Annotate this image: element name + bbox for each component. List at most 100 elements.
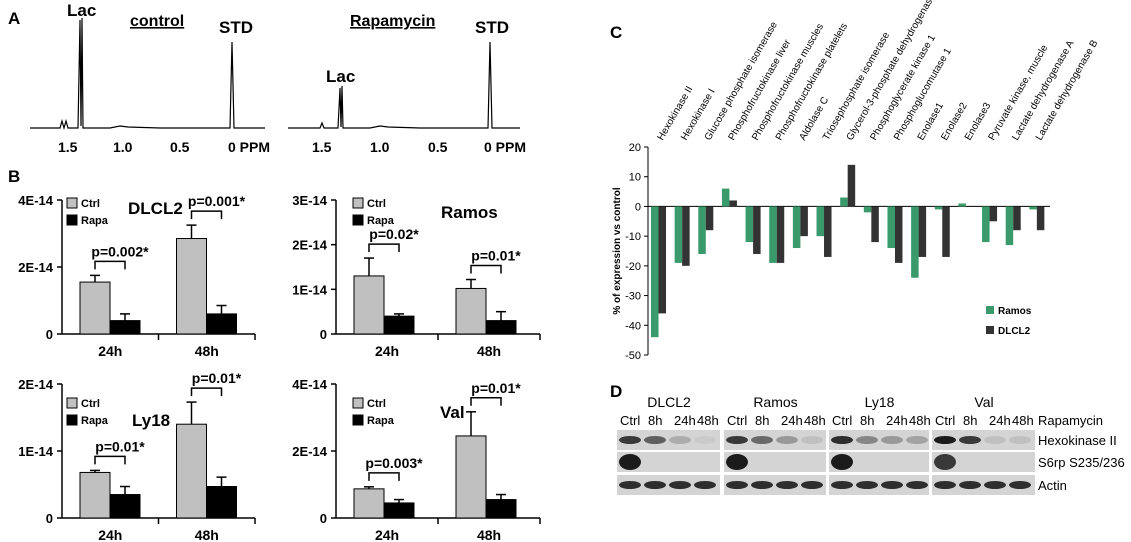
- western-treatment-label: Rapamycin: [1038, 413, 1103, 428]
- dlcl2-legend-swatch-ctrl: [66, 197, 78, 209]
- western-band: [801, 481, 823, 489]
- dlcl2-category-label: 24h: [98, 343, 122, 359]
- rapa-title: Rapamycin: [350, 13, 435, 30]
- western-membrane-val: [932, 475, 1035, 495]
- rapa-tick-1: 1.5: [312, 139, 332, 155]
- expression-bar-ramos: [674, 206, 683, 263]
- ramos-y-tick-label: 0: [320, 327, 327, 342]
- western-band: [934, 436, 956, 444]
- expression-bar-ramos: [982, 206, 990, 243]
- expression-bar-dlcl2: [682, 206, 690, 266]
- ly18-pvalue-label: p=0.01*: [95, 438, 145, 454]
- ly18-bar-rapa-24h: [109, 494, 141, 519]
- ramos-pvalue-label: p=0.01*: [471, 248, 521, 264]
- ly18-pvalue-bracket: [190, 387, 223, 397]
- control-tick-2: 1.0: [113, 139, 133, 155]
- ramos-category-label: 24h: [375, 343, 399, 359]
- expression-bar-ramos: [1029, 206, 1037, 210]
- western-band: [751, 436, 773, 444]
- western-band: [644, 436, 666, 444]
- expression-bar-ramos: [769, 206, 777, 263]
- val-chart: 0 2E-14 4E-14 Val Ctrl Rapa 24h p=0.003* 48h p=0.…: [292, 377, 541, 542]
- western-band: [726, 454, 748, 470]
- dlcl2-pvalue-label: p=0.001*: [188, 193, 246, 209]
- ly18-bar-rapa-48h: [206, 486, 237, 519]
- val-y-tick-label: 0: [320, 511, 327, 526]
- expression-bar-ramos: [887, 206, 895, 249]
- western-membrane-ly18: [829, 475, 929, 495]
- western-membrane-dlcl2: [617, 475, 720, 495]
- panel-label-b: B: [8, 167, 20, 186]
- ly18-bar-ctrl-48h: [176, 423, 207, 519]
- ramos-bar-ctrl-24h: [353, 275, 385, 335]
- ly18-pvalue-label: p=0.01*: [192, 370, 242, 386]
- expression-bar-dlcl2: [894, 206, 903, 263]
- expression-bar-ramos: [958, 203, 966, 207]
- western-band: [776, 436, 798, 444]
- western-lane-label: 24h: [989, 413, 1011, 428]
- ly18-pvalue-bracket: [94, 455, 126, 465]
- western-band: [831, 436, 853, 444]
- val-legend-swatch-ctrl: [352, 397, 364, 409]
- ramos-legend-swatch-ctrl: [352, 197, 364, 209]
- dlcl2-legend-swatch-rapa: [66, 214, 78, 226]
- expression-bar-dlcl2: [918, 206, 927, 257]
- western-band: [619, 436, 641, 444]
- dlcl2-chart: 0 2E-14 4E-14 DLCL2 Ctrl Rapa 24h p=0.002* 48h p=…: [18, 193, 256, 359]
- expression-bar-dlcl2: [965, 206, 974, 207]
- expression-y-tick-label: -40: [625, 320, 641, 332]
- western-band: [694, 481, 716, 489]
- western-band: [856, 481, 878, 489]
- expression-bar-ramos: [651, 206, 659, 338]
- dlcl2-y-tick-label: 0: [46, 327, 53, 342]
- dlcl2-y-tick-label: 4E-14: [18, 193, 53, 208]
- western-lane-label: Ctrl: [935, 413, 955, 428]
- western-group-label-dlcl2: DLCL2: [647, 394, 691, 410]
- expression-legend-swatch-ramos: [986, 306, 994, 314]
- control-title: control: [130, 13, 184, 30]
- western-row-label: S6rp S235/236: [1038, 455, 1125, 470]
- ramos-category-label: 48h: [477, 343, 501, 359]
- western-band: [906, 436, 928, 444]
- western-band: [669, 436, 691, 444]
- ramos-bar-rapa-24h: [383, 315, 415, 335]
- rapa-lac-label: Lac: [326, 67, 355, 86]
- western-band: [959, 436, 981, 444]
- expression-bar-ramos: [698, 206, 706, 254]
- western-group-label-val: Val: [974, 394, 993, 410]
- western-lane-label: 8h: [755, 413, 769, 428]
- ly18-y-tick-label: 0: [46, 511, 53, 526]
- western-band: [984, 436, 1006, 444]
- western-band: [776, 481, 798, 489]
- control-tick-1: 1.5: [58, 139, 78, 155]
- expression-bar-dlcl2: [800, 206, 808, 237]
- expression-bar-ramos: [934, 206, 943, 210]
- ly18-category-label: 24h: [98, 527, 122, 542]
- dlcl2-bar-rapa-24h: [109, 320, 141, 335]
- dlcl2-bar-ctrl-24h: [79, 281, 111, 335]
- expression-y-tick-label: 0: [635, 201, 641, 213]
- expression-bar-ramos: [1005, 206, 1014, 246]
- expression-bar-ramos: [816, 206, 825, 237]
- western-membrane-ly18: [829, 452, 929, 472]
- dlcl2-legend-label-ctrl: Ctrl: [81, 198, 100, 210]
- western-membrane-dlcl2: [617, 430, 720, 450]
- western-membrane-val: [932, 430, 1035, 450]
- western-lane-label: Ctrl: [727, 413, 747, 428]
- ly18-category-label: 48h: [195, 527, 219, 542]
- expression-bar-dlcl2: [658, 206, 666, 314]
- expression-y-tick-label: 20: [629, 142, 641, 154]
- ramos-legend-swatch-rapa: [352, 214, 364, 226]
- ly18-legend-swatch-ctrl: [66, 397, 78, 409]
- val-title: Val: [440, 403, 465, 422]
- expression-legend-swatch-dlcl2: [986, 326, 994, 334]
- western-membrane-ly18: [829, 430, 929, 450]
- expression-bar-ramos: [745, 206, 754, 243]
- ramos-chart: 0 1E-14 2E-14 3E-14 Ramos Ctrl Rapa 24h p=0.02* 4…: [292, 193, 541, 359]
- dlcl2-y-tick-label: 2E-14: [18, 260, 53, 275]
- ramos-legend-label-rapa: Rapa: [367, 215, 395, 227]
- expression-bar-dlcl2: [1013, 206, 1021, 231]
- western-band: [934, 481, 956, 489]
- western-lane-label: 48h: [804, 413, 826, 428]
